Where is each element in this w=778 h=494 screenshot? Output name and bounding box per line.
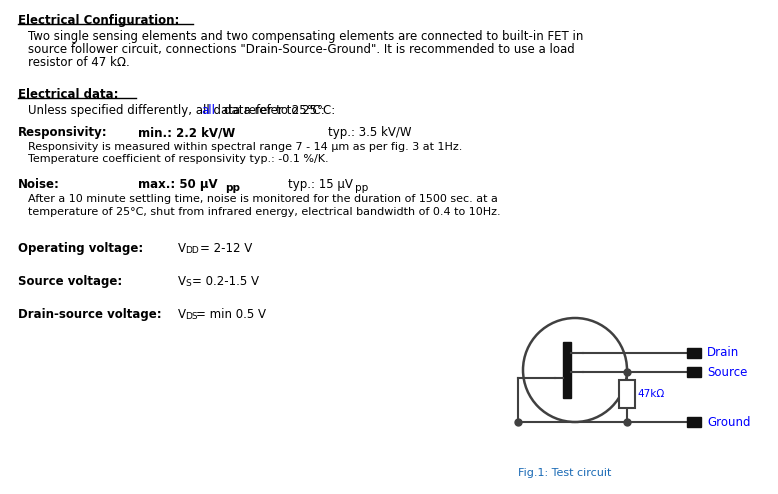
- Text: max.: 50 μV: max.: 50 μV: [138, 178, 218, 191]
- Text: resistor of 47 kΩ.: resistor of 47 kΩ.: [28, 56, 130, 69]
- Text: min.: 2.2 kV/W: min.: 2.2 kV/W: [138, 126, 235, 139]
- Text: Drain: Drain: [707, 346, 739, 360]
- Text: Two single sensing elements and two compensating elements are connected to built: Two single sensing elements and two comp…: [28, 30, 584, 43]
- Text: all: all: [201, 104, 215, 117]
- Text: Noise:: Noise:: [18, 178, 60, 191]
- Text: Source voltage:: Source voltage:: [18, 275, 122, 288]
- Text: DS: DS: [185, 312, 198, 321]
- Text: Fig.1: Test circuit: Fig.1: Test circuit: [518, 468, 612, 478]
- Text: pp: pp: [225, 183, 240, 193]
- Text: Source: Source: [707, 366, 748, 378]
- Text: Responsivity:: Responsivity:: [18, 126, 107, 139]
- Text: Responsivity is measured within spectral range 7 - 14 μm as per fig. 3 at 1Hz.: Responsivity is measured within spectral…: [28, 142, 462, 152]
- Text: S: S: [185, 279, 191, 288]
- Text: V: V: [178, 242, 186, 255]
- Text: Temperature coefficient of responsivity typ.: -0.1 %/K.: Temperature coefficient of responsivity …: [28, 154, 328, 164]
- Text: After a 10 minute settling time, noise is monitored for the duration of 1500 sec: After a 10 minute settling time, noise i…: [28, 194, 498, 204]
- Text: Operating voltage:: Operating voltage:: [18, 242, 143, 255]
- Bar: [687, 367, 701, 377]
- Text: = 0.2-1.5 V: = 0.2-1.5 V: [192, 275, 259, 288]
- Bar: [619, 380, 635, 408]
- Text: Electrical Configuration:: Electrical Configuration:: [18, 14, 180, 27]
- Text: Electrical data:: Electrical data:: [18, 88, 118, 101]
- Text: typ.: 3.5 kV/W: typ.: 3.5 kV/W: [328, 126, 412, 139]
- Text: Drain-source voltage:: Drain-source voltage:: [18, 308, 162, 321]
- Text: V: V: [178, 275, 186, 288]
- Text: = 2-12 V: = 2-12 V: [200, 242, 252, 255]
- Text: typ.: 15 μV: typ.: 15 μV: [288, 178, 353, 191]
- Text: temperature of 25°C, shut from infrared energy, electrical bandwidth of 0.4 to 1: temperature of 25°C, shut from infrared …: [28, 207, 500, 217]
- Bar: [687, 348, 701, 358]
- Text: 47kΩ: 47kΩ: [637, 389, 664, 399]
- Text: Ground: Ground: [707, 415, 751, 428]
- Text: data refer to 25°C:: data refer to 25°C:: [224, 104, 335, 117]
- Text: = min 0.5 V: = min 0.5 V: [196, 308, 266, 321]
- Text: DD: DD: [185, 246, 198, 255]
- Bar: [687, 417, 701, 427]
- Text: Unless specified differently, all data refer to 25°C:: Unless specified differently, all data r…: [28, 104, 324, 117]
- Bar: [563, 342, 571, 398]
- Text: pp: pp: [355, 183, 368, 193]
- Text: V: V: [178, 308, 186, 321]
- Text: source follower circuit, connections "Drain-Source-Ground". It is recommended to: source follower circuit, connections "Dr…: [28, 43, 575, 56]
